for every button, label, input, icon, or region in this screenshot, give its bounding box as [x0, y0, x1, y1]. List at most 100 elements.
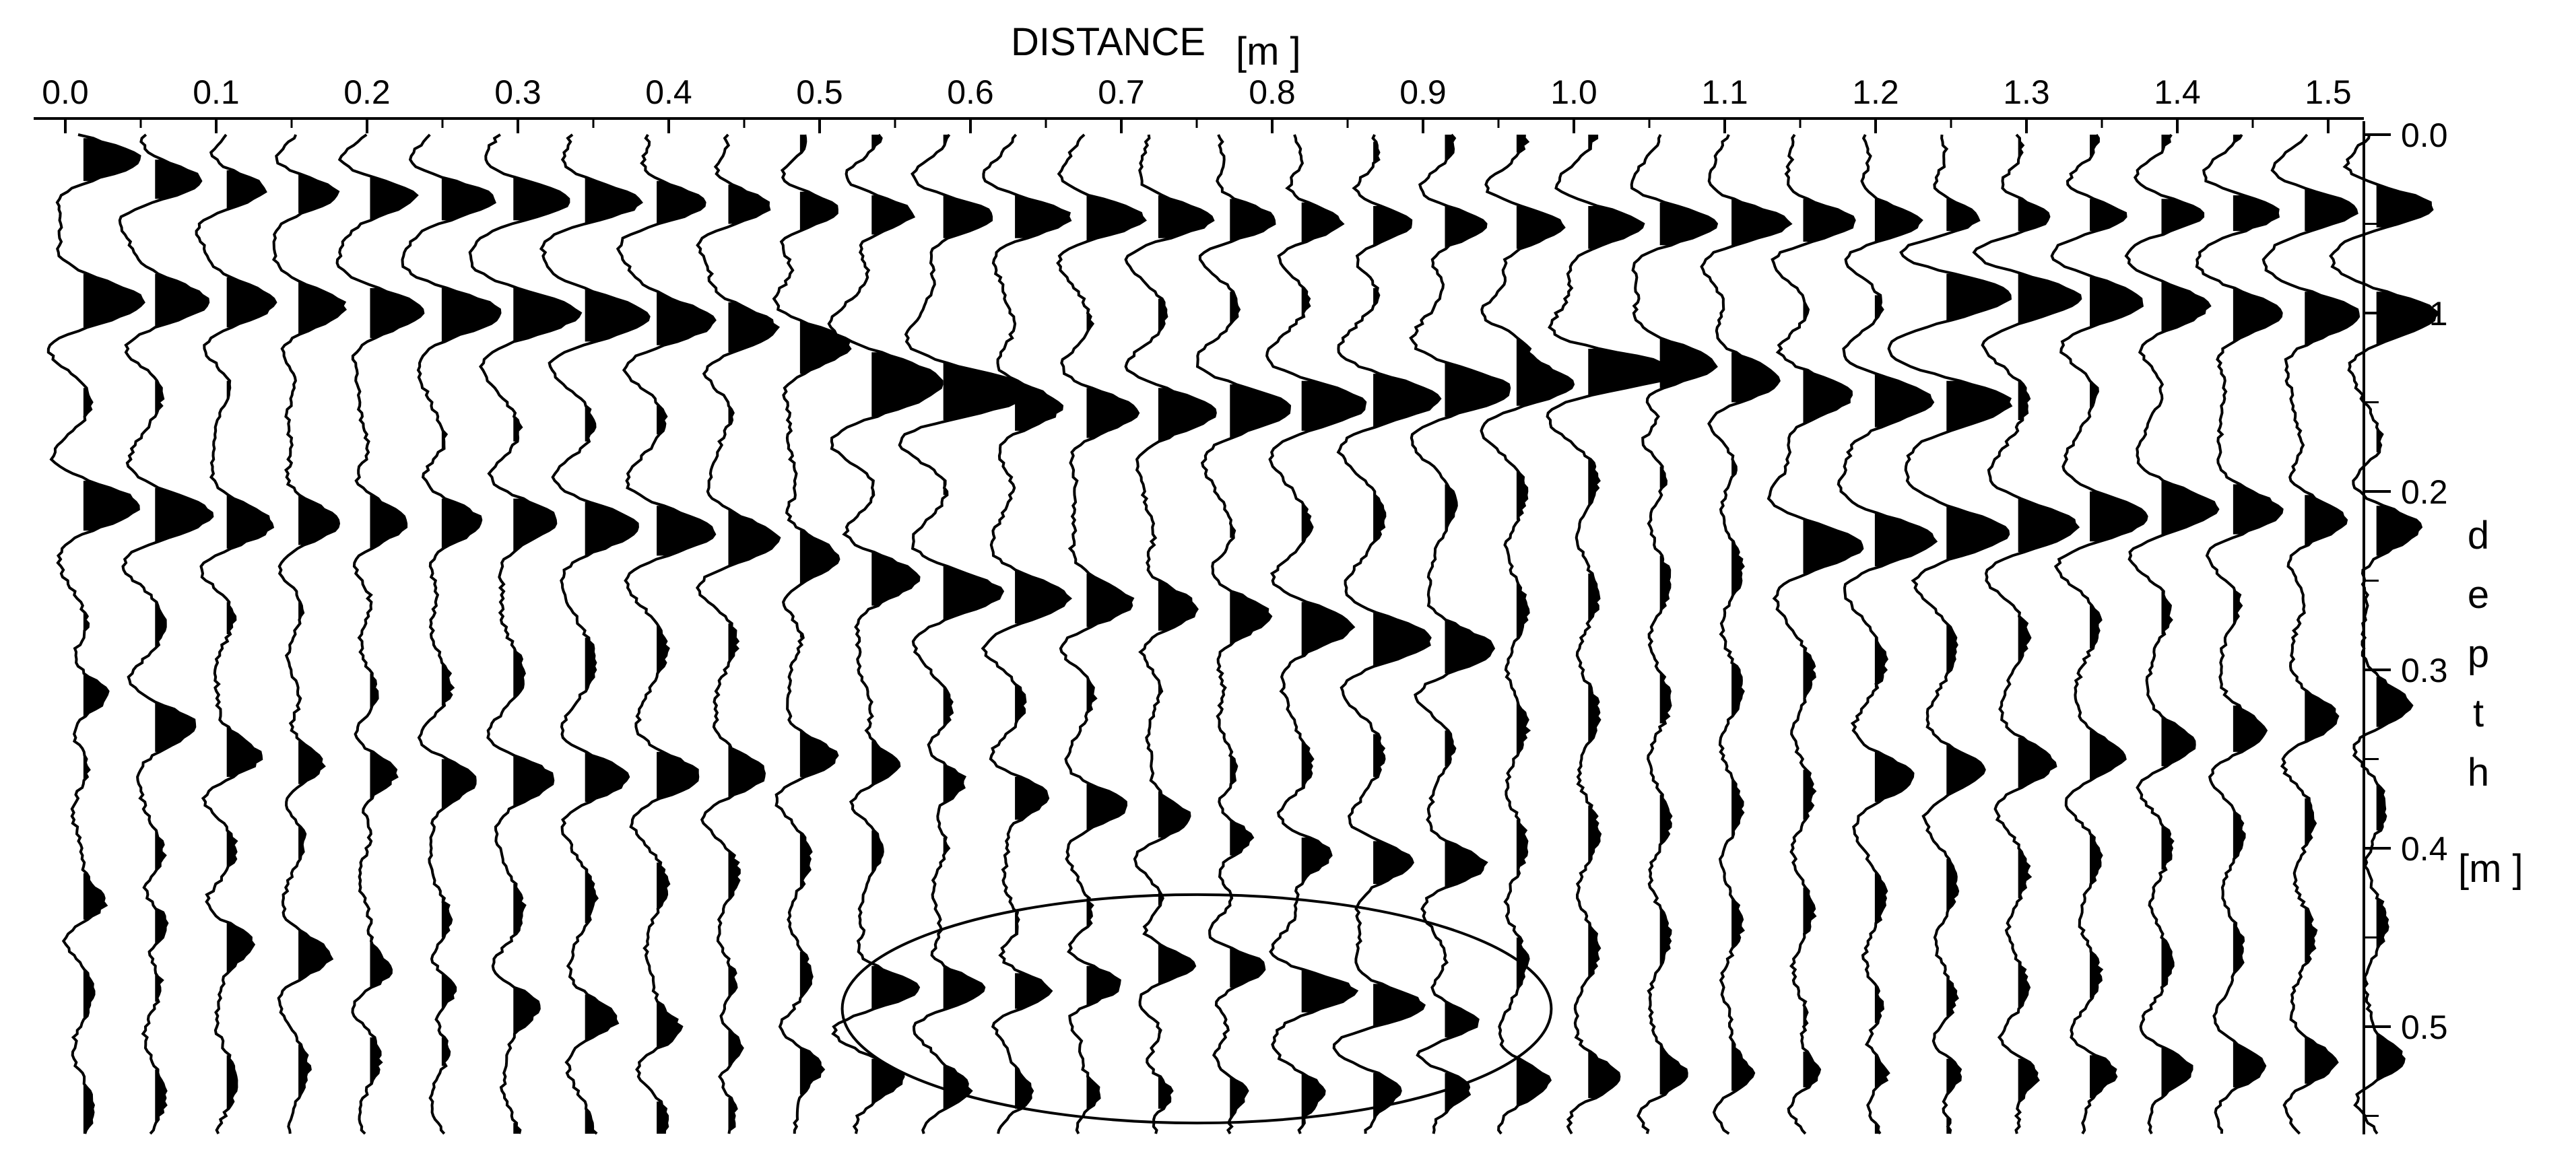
trace-fill [1516, 135, 1573, 1105]
y-axis-title-letter: p [2468, 632, 2489, 676]
trace [2329, 134, 2441, 1135]
trace [1195, 134, 1292, 1135]
trace [2050, 133, 2148, 1135]
trace-fill [728, 184, 780, 1134]
trace-line [1195, 134, 1292, 1135]
trace-line [1972, 133, 2082, 1134]
trace-line [1056, 133, 1147, 1134]
trace-line [2261, 133, 2360, 1135]
x-tick-label: 0.5 [796, 73, 843, 111]
trace-line [118, 133, 214, 1135]
y-axis-title-letter: t [2473, 691, 2484, 735]
trace [1546, 135, 1662, 1135]
top-axis-ticks: 0.0 0.1 0.2 0.3 0.4 0.5 0.6 0.7 0.8 0.9 1.0 1.1 1.2 1… [42, 73, 2352, 133]
trace [1887, 134, 2013, 1134]
trace-line [827, 133, 944, 1134]
trace-line [1124, 134, 1217, 1134]
trace-line [1409, 133, 1511, 1134]
x-axis-title: DISTANCE [1011, 20, 1206, 64]
trace-fill [943, 135, 1016, 1109]
x-tick-label: 1.4 [2154, 73, 2201, 111]
trace [2124, 133, 2220, 1134]
trace [695, 133, 781, 1134]
trace [271, 134, 348, 1134]
trace-group [46, 133, 2441, 1135]
trace [772, 134, 852, 1134]
trace-line [1766, 133, 1864, 1135]
trace [118, 133, 214, 1135]
x-tick-label: 0.1 [193, 73, 240, 111]
trace-fill [1731, 199, 1791, 1091]
trace-line [271, 134, 348, 1134]
trace-line [2050, 133, 2148, 1135]
trace [981, 133, 1073, 1134]
trace-line [1332, 134, 1442, 1134]
x-tick-label: 1.1 [1701, 73, 1748, 111]
trace [401, 133, 502, 1135]
y-tick-label: 0.2 [2401, 473, 2448, 511]
trace-line [1630, 134, 1719, 1134]
y-tick-label: 0.0 [2401, 116, 2448, 154]
trace [1124, 134, 1217, 1134]
trace-line [335, 133, 425, 1135]
trace [1700, 134, 1793, 1135]
trace [1409, 133, 1511, 1134]
trace [539, 133, 651, 1135]
trace-line [2195, 133, 2284, 1134]
x-tick-label: 0.7 [1098, 73, 1145, 111]
trace-line [898, 133, 1018, 1134]
trace [46, 133, 145, 1134]
trace-line [1546, 135, 1662, 1135]
y-tick-label: 0.4 [2401, 830, 2448, 868]
trace-line [401, 133, 502, 1135]
trace [898, 133, 1018, 1134]
trace-fill [1373, 141, 1440, 1120]
trace-line [539, 133, 651, 1135]
x-tick-label: 0.3 [494, 73, 541, 111]
trace [1332, 134, 1442, 1134]
trace [1056, 133, 1147, 1134]
y-tick-label: 0.5 [2401, 1008, 2448, 1046]
trace-line [2329, 134, 2441, 1135]
trace-fill [657, 180, 715, 1134]
trace-fill [1946, 199, 2011, 1134]
y-axis-unit: [m ] [2458, 847, 2523, 891]
x-axis-unit: [m ] [1236, 30, 1301, 73]
y-axis-title-letter: d [2468, 514, 2489, 557]
trace-line [1837, 134, 1938, 1135]
trace [1766, 133, 1864, 1135]
trace-line [46, 133, 145, 1134]
trace [468, 133, 583, 1134]
trace [1972, 133, 2082, 1134]
x-tick-label: 0.2 [343, 73, 391, 111]
trace [1837, 134, 1938, 1135]
y-tick-label: 0.3 [2401, 652, 2448, 689]
trace-line [981, 133, 1073, 1134]
x-tick-label: 1.3 [2003, 73, 2050, 111]
trace-line [2124, 133, 2220, 1134]
trace [827, 133, 944, 1134]
trace-fill [1086, 195, 1145, 1109]
x-tick-label: 0.4 [645, 73, 692, 111]
trace [1630, 134, 1719, 1134]
trace [2195, 133, 2284, 1134]
trace-fill [1015, 195, 1070, 1109]
trace-line [772, 134, 852, 1134]
y-tick-label: 0.1 [2401, 295, 2448, 333]
x-tick-label: 0.8 [1249, 73, 1296, 111]
trace-line [1700, 134, 1793, 1135]
trace-fill [1588, 135, 1661, 1098]
x-tick-label: 1.2 [1852, 73, 1899, 111]
trace-fill [871, 135, 942, 1105]
x-tick-label: 1.5 [2305, 73, 2352, 111]
y-axis-title-letter: e [2468, 573, 2489, 617]
x-tick-label: 0.9 [1399, 73, 1447, 111]
trace-line [1265, 134, 1367, 1134]
trace-fill [2233, 135, 2282, 1088]
y-axis-title-letter: h [2468, 751, 2489, 794]
trace [195, 133, 277, 1134]
trace-line [1887, 134, 2013, 1134]
trace-fill [2161, 135, 2218, 1098]
